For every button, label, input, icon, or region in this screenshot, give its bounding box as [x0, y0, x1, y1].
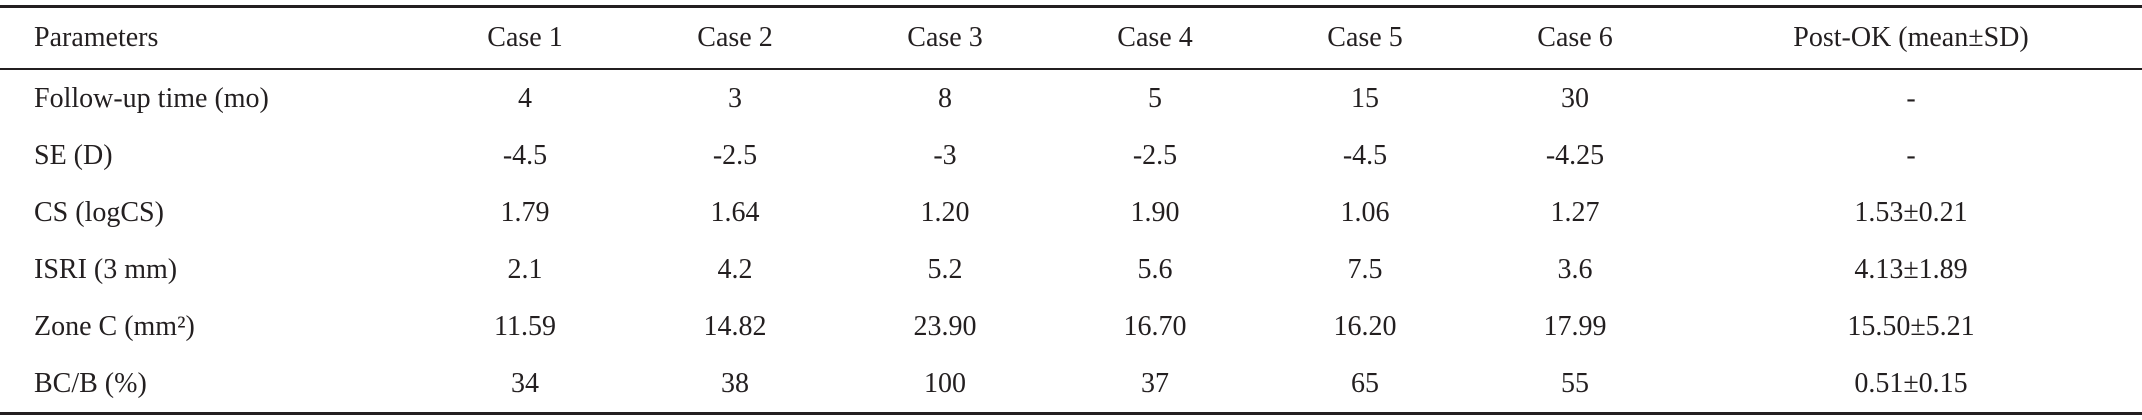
table-cell: -2.5 — [1132, 139, 1178, 171]
header-cell: Case 1 — [487, 22, 563, 53]
row-label: ISRI (3 mm) — [34, 253, 178, 285]
table-cell: 1.79 — [500, 196, 550, 228]
table-cell: - — [1906, 82, 1916, 114]
table-cell: 1.20 — [920, 196, 970, 228]
table-cell: 100 — [924, 367, 966, 399]
table-cell: 55 — [1561, 367, 1589, 399]
header-cell: Case 5 — [1327, 22, 1403, 53]
table-cell: 4 — [518, 82, 532, 114]
table-cell: 1.06 — [1340, 196, 1390, 228]
table-cell: 15.50±5.21 — [1847, 310, 1975, 342]
table-header: Parameters Case 1 Case 2 Case 3 Case 4 Case 5… — [0, 6, 2142, 69]
table-cell: 5.2 — [927, 253, 963, 285]
table-cell: 4.13±1.89 — [1854, 253, 1968, 285]
table-row: ISRI (3 mm) 2.1 4.2 5.2 5.6 7.5 3.6 4.13±1.89 — [0, 241, 2142, 298]
table-row: Follow-up time (mo) 4 3 8 5 15 30 - — [0, 69, 2142, 127]
table-cell: 14.82 — [703, 310, 767, 342]
table-cell: -4.25 — [1545, 139, 1605, 171]
table-cell: 16.20 — [1333, 310, 1397, 342]
table-cell: 37 — [1141, 367, 1169, 399]
table-body: Follow-up time (mo) 4 3 8 5 15 30- SE (D) -4.5 -2… — [0, 69, 2142, 414]
table-cell: 17.99 — [1543, 310, 1607, 342]
table-cell: 3.6 — [1557, 253, 1593, 285]
header-cell: Case 3 — [907, 22, 983, 53]
header-cell: Case 6 — [1537, 22, 1613, 53]
table-row: BC/B (%) 34 38 100 37 65 55 0.51±0.15 — [0, 355, 2142, 414]
data-table: Parameters Case 1 Case 2 Case 3 Case 4 Case 5… — [0, 5, 2142, 415]
table-cell: 38 — [721, 367, 749, 399]
table-cell: 11.59 — [494, 310, 556, 342]
table-cell: 3 — [728, 82, 742, 114]
table-cell: 8 — [938, 82, 952, 114]
table-row: CS (logCS) 1.79 1.64 1.20 1.90 1.06 1.27 1.53±0… — [0, 184, 2142, 241]
table-cell: -2.5 — [712, 139, 758, 171]
row-label: SE (D) — [34, 139, 113, 171]
table-row: SE (D) -4.5 -2.5 -3 -2.5 -4.5 -4.25 - — [0, 127, 2142, 184]
table-cell: 1.53±0.21 — [1854, 196, 1968, 228]
table-cell: 0.51±0.15 — [1854, 367, 1968, 399]
table-cell: 4.2 — [717, 253, 753, 285]
header-cell: Case 4 — [1117, 22, 1193, 53]
header-cell: Case 2 — [697, 22, 773, 53]
table-cell: 34 — [511, 367, 539, 399]
table-cell: 2.1 — [507, 253, 543, 285]
table-cell: 23.90 — [913, 310, 977, 342]
table-cell: -4.5 — [502, 139, 548, 171]
table-cell: 5.6 — [1137, 253, 1173, 285]
table-cell: 7.5 — [1347, 253, 1383, 285]
header-cell: Post-OK (mean±SD) — [1793, 22, 2029, 53]
table-row: Zone C (mm²) 11.59 14.82 23.90 16.70 16.20 17.… — [0, 298, 2142, 355]
table-cell: 15 — [1351, 82, 1379, 114]
header-row: Parameters Case 1 Case 2 Case 3 Case 4 Case 5… — [0, 6, 2142, 69]
table-cell: 30 — [1561, 82, 1589, 114]
row-label: Follow-up time (mo) — [34, 82, 269, 114]
table-cell: 1.90 — [1130, 196, 1180, 228]
table-cell: 1.27 — [1550, 196, 1600, 228]
table-cell: 65 — [1351, 367, 1379, 399]
table-cell: -4.5 — [1342, 139, 1388, 171]
table-cell: 1.64 — [710, 196, 760, 228]
header-cell: Parameters — [34, 22, 159, 53]
row-label: CS (logCS) — [34, 196, 164, 228]
table-cell: -3 — [933, 139, 957, 171]
table-cell: - — [1906, 139, 1916, 171]
table-cell: 16.70 — [1123, 310, 1187, 342]
row-label: Zone C (mm²) — [34, 310, 195, 342]
row-label: BC/B (%) — [34, 367, 147, 399]
table-cell: 5 — [1148, 82, 1162, 114]
